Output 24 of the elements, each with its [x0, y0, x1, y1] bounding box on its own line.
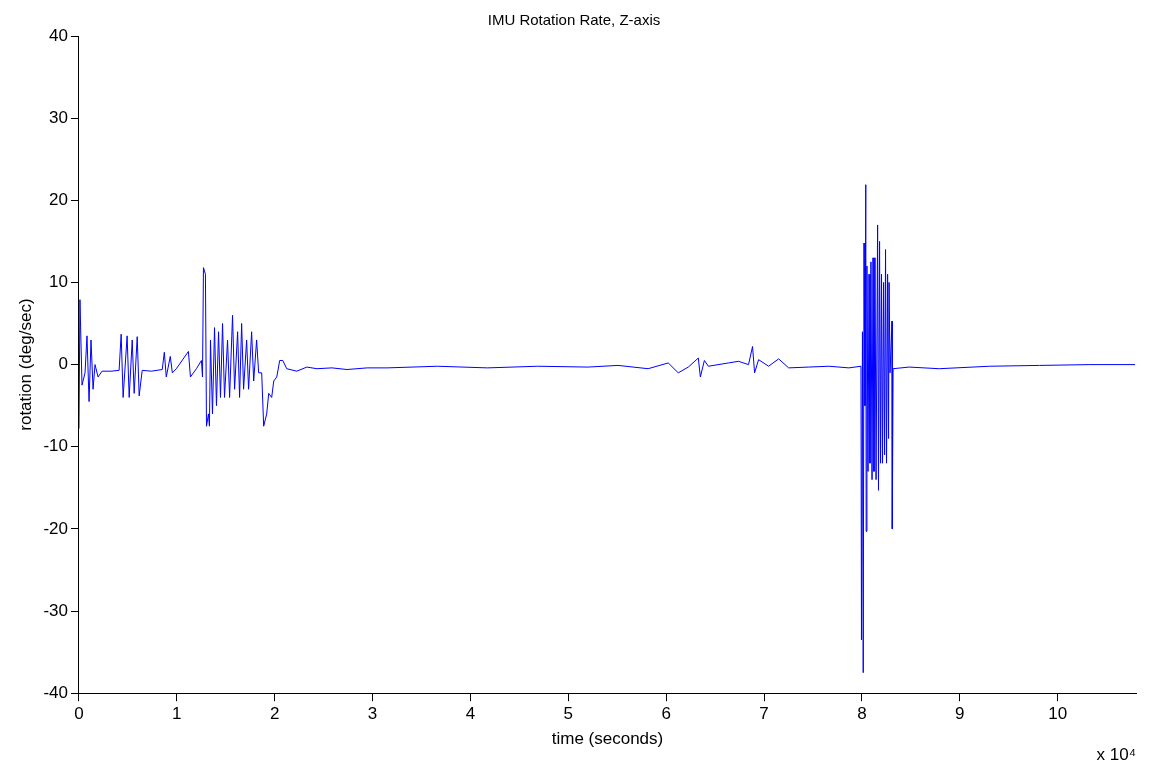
chart-title: IMU Rotation Rate, Z-axis	[487, 11, 661, 29]
x-tick-label: 3	[367, 704, 378, 724]
y-tick-label: 0	[58, 354, 68, 374]
y-tick-label: -40	[43, 682, 68, 702]
x-axis-title: time (seconds)	[551, 729, 664, 749]
y-tick-label: -20	[43, 518, 68, 538]
x-tick-label: 10	[1048, 704, 1068, 724]
y-tick-label: 30	[49, 107, 68, 127]
text: x 10⁴	[1096, 745, 1136, 765]
x-tick-label: 0	[74, 704, 84, 724]
x-tick-label: 4	[465, 704, 476, 724]
y-tick-label: 40	[49, 25, 68, 45]
x-tick-label: 7	[759, 704, 769, 724]
y-tick-label: -10	[43, 436, 68, 456]
x-tick-label: 2	[269, 704, 280, 724]
y-axis-title: rotation (deg/sec)	[15, 298, 35, 431]
x-tick-label: 6	[661, 704, 671, 724]
x-tick-label: 1	[172, 704, 182, 724]
x-tick-label: 9	[955, 704, 965, 724]
y-tick-label: 10	[49, 272, 68, 292]
x-tick-label: 5	[563, 704, 574, 724]
x-tick-label: 8	[857, 704, 867, 724]
y-tick-label: -30	[43, 600, 68, 620]
y-tick-label: 20	[49, 189, 68, 209]
